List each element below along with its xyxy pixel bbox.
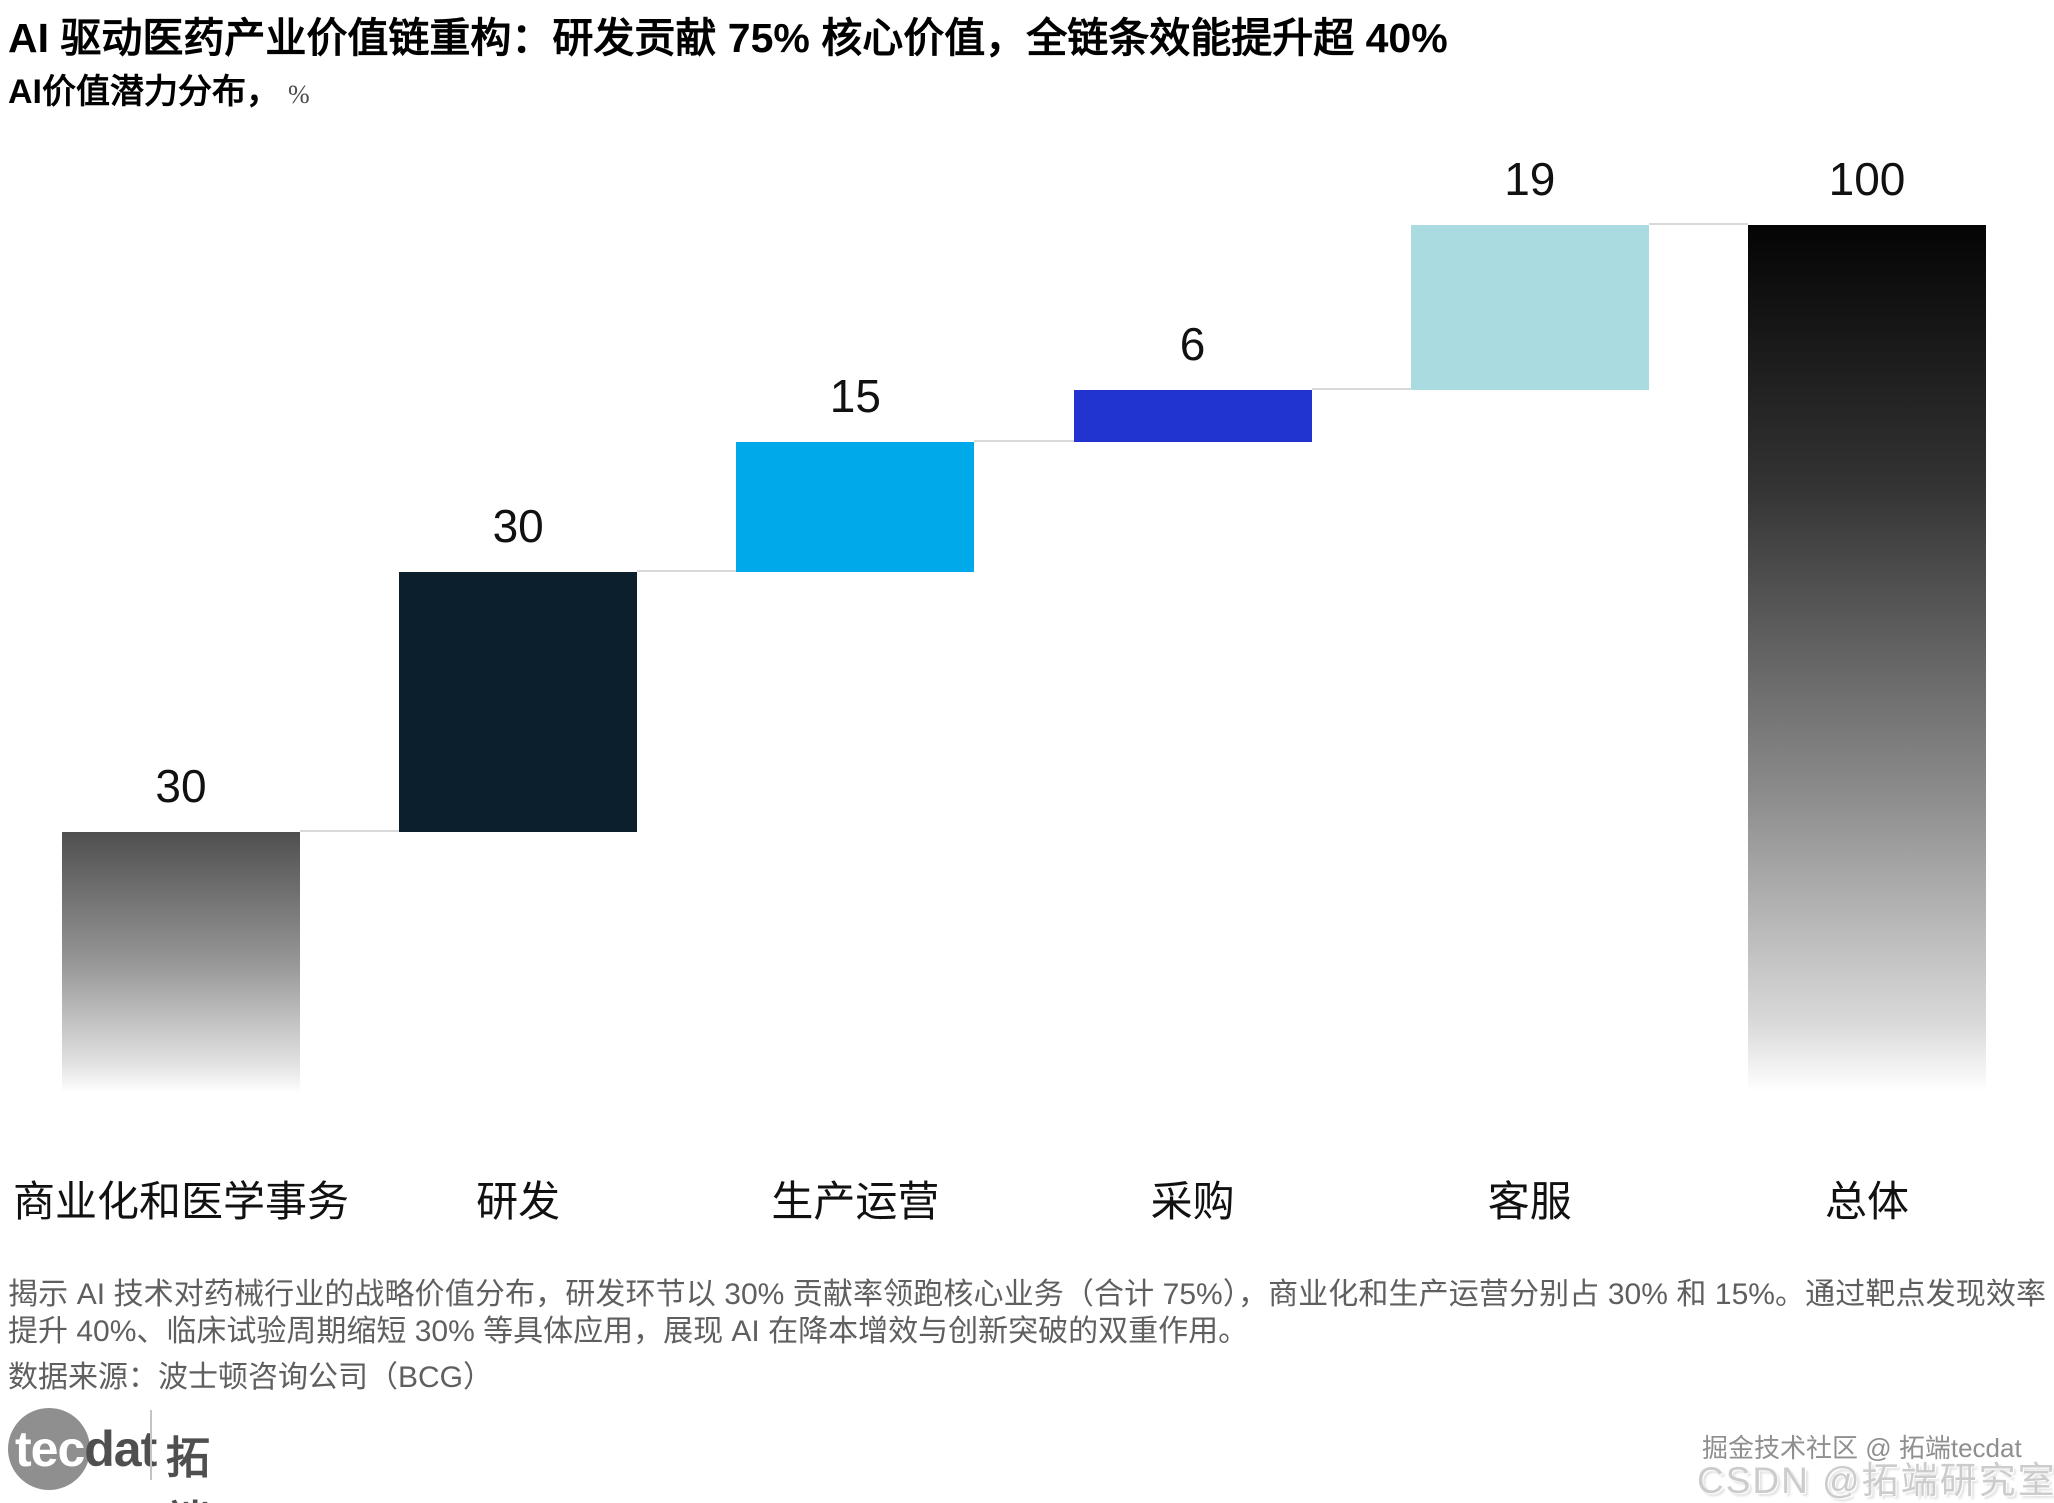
logo-brand-text: tecdat — [15, 1420, 157, 1478]
waterfall-bar — [736, 441, 975, 572]
bar-category-label: 商业化和医学事务 — [12, 1180, 349, 1226]
watermark-juejin: 掘金技术社区 @ 拓端tecdat — [1702, 1433, 2022, 1463]
logo-brand-dat: dat — [84, 1421, 157, 1477]
logo-brand-cn: 拓端® — [166, 1422, 210, 1503]
bar-value-label: 30 — [155, 759, 207, 812]
data-source: 数据来源：波士顿咨询公司（BCG） — [8, 1361, 494, 1394]
logo-circle — [8, 1408, 90, 1490]
waterfall-bar — [1073, 389, 1312, 442]
logo-brand-cn-text: 拓端 — [166, 1434, 210, 1503]
bar-value-label: 100 — [1828, 153, 1906, 205]
connector-line — [637, 569, 737, 572]
page-title: AI 驱动医药产业价值链重构：研发贡献 75% 核心价值，全链条效能提升超 40… — [8, 15, 1448, 61]
chart-description: 揭示 AI 技术对药械行业的战略价值分布，研发环节以 30% 贡献率领跑核心业务… — [8, 1278, 2046, 1348]
chart-subtitle: AI价值潜力分布，% — [8, 64, 310, 113]
connector-line — [1648, 223, 1748, 225]
waterfall-bar — [1410, 225, 1649, 390]
waterfall-bar — [399, 571, 638, 832]
bar-category-label: 总体 — [1824, 1180, 1909, 1226]
waterfall-bar — [1748, 225, 1986, 1092]
connector-line — [1311, 387, 1411, 390]
connector-line — [974, 439, 1074, 442]
logo-brand-tec: tec — [15, 1421, 85, 1477]
bar-value-label: 15 — [829, 369, 881, 422]
logo-divider — [150, 1410, 152, 1480]
bar-category-label: 研发 — [476, 1180, 561, 1226]
chart-subtitle-unit: % — [288, 80, 310, 109]
bar-value-label: 30 — [492, 499, 544, 552]
bar-category-label: 采购 — [1150, 1180, 1235, 1226]
connector-line — [300, 829, 400, 832]
bar-value-label: 6 — [1179, 317, 1206, 370]
waterfall-chart: 30 商业化和医学事务 30 研发 15 生产运营 6 采购 19 客服 100 总体 — [12, 153, 1986, 1226]
bar-value-label: 19 — [1504, 153, 1556, 205]
waterfall-bar — [62, 831, 300, 1092]
chart-subtitle-text: AI价值潜力分布， — [8, 73, 280, 111]
bar-category-label: 客服 — [1487, 1180, 1572, 1226]
bar-category-label: 生产运营 — [771, 1180, 940, 1226]
watermark-csdn: CSDN @拓端研究室 — [1697, 1460, 2054, 1501]
